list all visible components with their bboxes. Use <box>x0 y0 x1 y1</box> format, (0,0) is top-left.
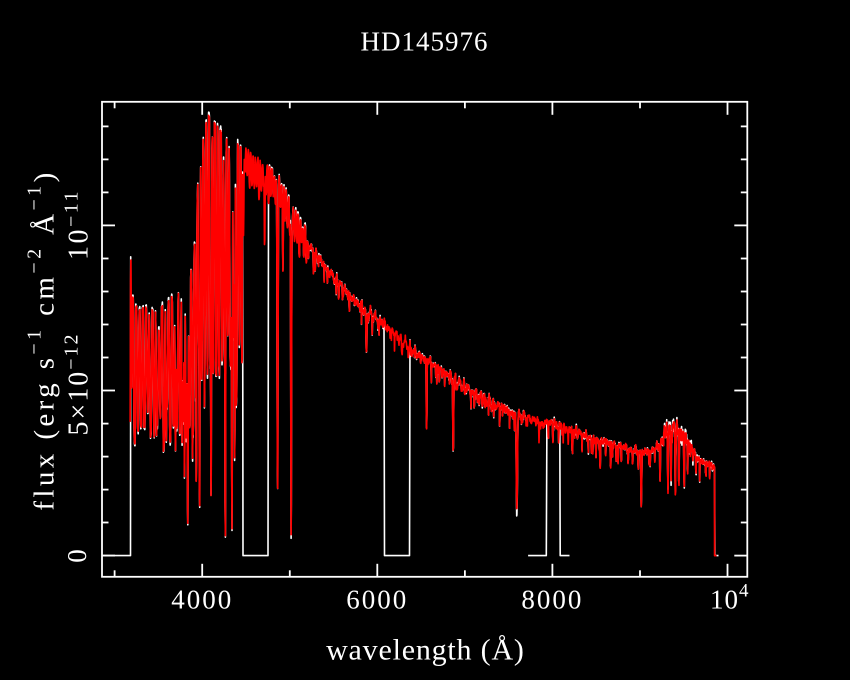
svg-text:6000: 6000 <box>346 585 408 615</box>
svg-text:4000: 4000 <box>171 585 233 615</box>
svg-text:HD145976: HD145976 <box>361 27 489 57</box>
svg-text:0: 0 <box>62 549 92 563</box>
svg-text:10−11: 10−11 <box>61 189 95 260</box>
svg-text:wavelength (Å): wavelength (Å) <box>326 634 525 667</box>
svg-text:8000: 8000 <box>521 585 583 615</box>
